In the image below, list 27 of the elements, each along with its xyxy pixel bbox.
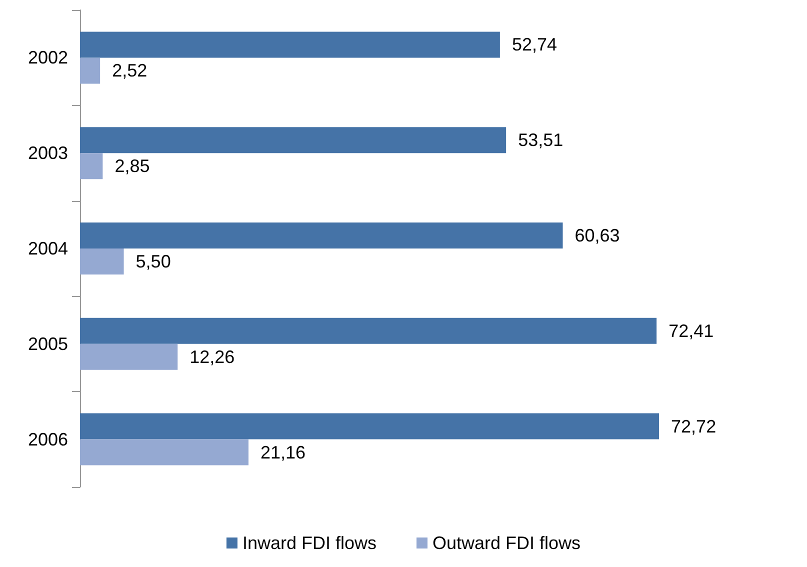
bar	[80, 32, 500, 58]
data-label: 72,72	[671, 416, 716, 436]
y-tick-label: 2006	[28, 429, 68, 450]
legend-label: Outward FDI flows	[432, 533, 581, 553]
legend-label: Inward FDI flows	[242, 533, 377, 553]
data-label: 12,26	[190, 346, 235, 367]
bar	[80, 248, 124, 274]
data-label: 60,63	[574, 226, 620, 246]
data-label: 21,16	[260, 442, 306, 462]
data-label: 72,41	[668, 320, 714, 341]
data-label: 2,52	[112, 60, 148, 81]
data-label: 53,51	[518, 130, 564, 150]
bar	[80, 318, 657, 344]
bar	[80, 222, 563, 248]
bar	[80, 58, 100, 84]
bar	[80, 413, 660, 440]
y-tick-label: 2004	[28, 238, 68, 258]
data-label: 52,74	[512, 34, 557, 55]
bar	[80, 439, 248, 466]
data-label: 2,85	[114, 156, 150, 176]
y-tick-label: 2005	[28, 334, 68, 354]
data-label: 5,50	[136, 252, 171, 272]
bar	[80, 153, 103, 180]
bar	[80, 344, 178, 370]
y-tick-label: 2002	[28, 48, 68, 68]
y-tick-label: 2003	[28, 143, 68, 164]
bar	[80, 127, 506, 154]
